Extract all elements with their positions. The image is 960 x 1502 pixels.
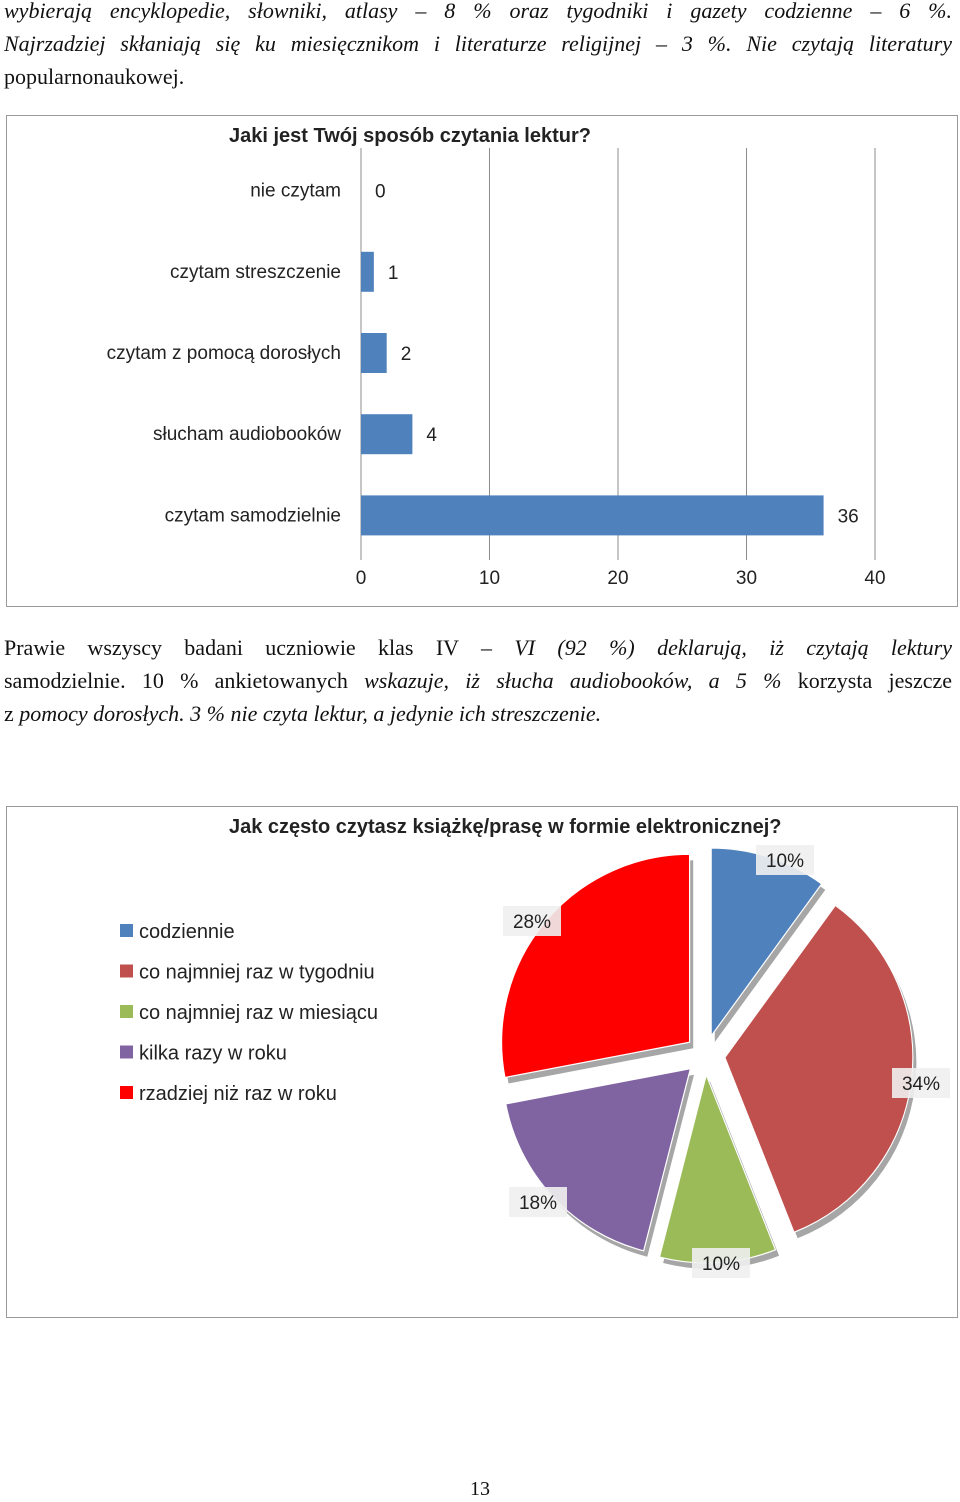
data-label-box xyxy=(756,845,814,875)
legend-label: co najmniej raz w miesiącu xyxy=(139,1002,378,1024)
x-tick-label: 10 xyxy=(479,568,500,589)
legend-swatch xyxy=(120,924,133,937)
reading-method-chart: Jaki jest Twój sposób czytania lektur? 0 1… xyxy=(6,115,958,607)
category-label: czytam samodzielnie xyxy=(165,505,341,526)
data-label: 10% xyxy=(766,851,804,872)
data-label: 28% xyxy=(513,912,551,933)
top-line-2: Najrzadziej skłaniają się ku miesięcznik… xyxy=(4,31,952,56)
data-label: 2 xyxy=(401,344,412,365)
data-label-box xyxy=(692,1248,750,1278)
legend-label: co najmniej raz w tygodniu xyxy=(139,962,375,984)
data-label-box xyxy=(503,906,561,936)
data-label: 36 xyxy=(838,506,859,527)
chart-title: Jaki jest Twój sposób czytania lektur? xyxy=(229,125,591,147)
legend-label: codziennie xyxy=(139,921,235,943)
data-label: 10% xyxy=(702,1254,740,1275)
bar xyxy=(361,251,374,292)
top-paragraph: wybierają encyklopedie, słowniki, atlasy… xyxy=(4,0,952,93)
middle-line-1a: Prawie wszyscy badani uczniowie klas IV xyxy=(4,635,481,660)
bar xyxy=(361,333,387,373)
page-number: 13 xyxy=(470,1478,490,1500)
ebook-frequency-chart-svg: Jak często czytasz książkę/prasę w formi… xyxy=(120,816,950,1278)
data-label: 18% xyxy=(519,1193,557,1214)
x-tick-label: 30 xyxy=(736,568,757,589)
middle-paragraph: Prawie wszyscy badani uczniowie klas IV … xyxy=(4,631,952,730)
middle-line-2b: wskazuje, iż słucha audiobooków, a 5 % xyxy=(364,668,798,693)
middle-line-1b: – VI (92 %) deklarują, iż czytają lektur… xyxy=(480,635,952,660)
category-label: słucham audiobooków xyxy=(153,424,341,445)
bar xyxy=(361,414,413,455)
middle-line-3a: z xyxy=(4,701,20,726)
top-line-1: wybierają encyklopedie, słowniki, atlasy… xyxy=(4,0,952,23)
reading-method-chart-svg: Jaki jest Twój sposób czytania lektur? 0 1… xyxy=(107,125,886,589)
category-label: czytam streszczenie xyxy=(170,262,341,283)
legend-swatch xyxy=(120,964,133,978)
pie-slice xyxy=(505,1067,692,1252)
data-label: 0 xyxy=(375,182,386,203)
chart-title: Jak często czytasz książkę/prasę w formi… xyxy=(229,816,781,838)
pie-slice xyxy=(500,853,691,1079)
middle-line-2a: samodzielnie. 10 % ankietowanych xyxy=(4,668,365,693)
ebook-frequency-chart: Jak często czytasz książkę/prasę w formi… xyxy=(6,806,958,1318)
category-label: nie czytam xyxy=(250,181,341,202)
data-label-box xyxy=(509,1187,567,1217)
legend-swatch xyxy=(120,1045,133,1059)
middle-line-2c: korzysta jeszcze xyxy=(797,668,953,693)
x-tick-label: 0 xyxy=(356,568,367,589)
data-label: 1 xyxy=(388,263,399,284)
data-label: 34% xyxy=(902,1074,940,1095)
legend-swatch xyxy=(120,1005,133,1018)
legend-label: rzadziej niż raz w roku xyxy=(139,1083,337,1105)
legend-label: kilka razy w roku xyxy=(139,1043,287,1065)
data-label-box xyxy=(892,1068,950,1098)
x-tick-label: 20 xyxy=(607,568,628,589)
top-line-3: popularnonaukowej. xyxy=(4,64,185,89)
middle-line-3b: pomocy dorosłych. 3 % nie czyta lektur, … xyxy=(19,701,602,726)
data-label: 4 xyxy=(426,425,437,446)
bar xyxy=(361,495,824,536)
category-label: czytam z pomocą dorosłych xyxy=(107,343,341,364)
legend-swatch xyxy=(120,1086,133,1099)
x-tick-label: 40 xyxy=(864,568,885,589)
